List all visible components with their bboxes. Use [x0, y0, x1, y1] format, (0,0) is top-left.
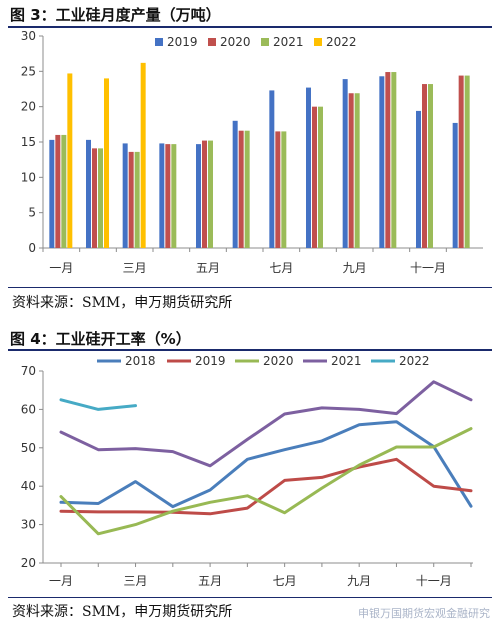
figure1-source: 资料来源：SMM，申万期货研究所 [12, 295, 233, 311]
bar-2020-7 [275, 131, 281, 248]
line-series-2020 [59, 427, 473, 536]
bar-2022-3 [140, 62, 146, 248]
bar-2019-3 [122, 143, 128, 248]
y-tick-label: 25 [21, 64, 36, 78]
x-tick-label: 七月 [273, 574, 297, 588]
figure2-source: 资料来源：SMM，申万期货研究所 [12, 604, 233, 620]
line-series-2018 [59, 420, 473, 509]
bar-2019-7 [269, 90, 275, 248]
line-series-2021 [59, 380, 473, 468]
bar-2021-12 [464, 75, 470, 248]
bar-2022-1 [67, 73, 73, 248]
line-series-2022 [59, 398, 137, 411]
x-tick-label: 一月 [49, 574, 73, 588]
legend-label-2022: 2022 [399, 354, 430, 368]
y-tick-label: 30 [21, 518, 36, 532]
legend-label-2019: 2019 [167, 35, 198, 49]
legend-swatch-2019 [155, 38, 163, 46]
x-tick-label: 九月 [343, 261, 367, 275]
bar-2019-8 [306, 87, 311, 248]
line-series-2019 [59, 457, 473, 516]
bar-2019-12 [452, 122, 458, 248]
y-tick-label: 40 [21, 479, 36, 493]
bar-2020-5 [202, 140, 207, 248]
bar-2020-9 [348, 93, 354, 249]
x-tick-label: 七月 [269, 261, 293, 275]
legend-label-2021: 2021 [331, 354, 362, 368]
bar-2019-9 [342, 79, 348, 249]
legend-swatch-2020 [208, 38, 216, 46]
figure1-title-rule [8, 26, 492, 28]
bar-2021-4 [171, 144, 177, 248]
legend-label-2019: 2019 [195, 354, 226, 368]
y-tick-label: 50 [21, 441, 36, 455]
y-tick-label: 20 [21, 100, 36, 114]
bar-2019-6 [232, 120, 238, 248]
figure2-title-rule [8, 349, 492, 351]
bar-2021-3 [134, 151, 140, 248]
bar-2021-2 [98, 148, 103, 248]
bar-2021-8 [318, 106, 323, 249]
bar-2020-4 [165, 144, 171, 248]
bar-2020-12 [458, 75, 464, 248]
bar-2021-11 [428, 84, 433, 248]
y-tick-label: 15 [21, 135, 36, 149]
figure1-title: 图 3：工业硅月度产量（万吨） [10, 6, 221, 24]
y-tick-label: 20 [21, 556, 36, 570]
y-tick-label: 30 [21, 29, 36, 43]
x-tick-label: 五月 [196, 261, 220, 275]
bar-2021-6 [244, 130, 250, 248]
x-tick-label: 十一月 [410, 261, 446, 275]
bar-2019-2 [86, 139, 91, 248]
x-tick-label: 九月 [347, 574, 371, 588]
y-tick-label: 10 [21, 170, 36, 184]
bar-2020-3 [128, 151, 134, 248]
bar-2021-10 [391, 72, 397, 248]
legend-label-2018: 2018 [125, 354, 156, 368]
bar-2019-4 [159, 143, 165, 248]
y-tick-label: 70 [21, 364, 36, 378]
bar-2020-6 [238, 130, 244, 248]
x-tick-label: 一月 [49, 261, 73, 275]
y-tick-label: 0 [28, 241, 36, 255]
y-tick-label: 5 [28, 206, 36, 220]
legend-swatch-2021 [261, 38, 269, 46]
legend-label-2020: 2020 [263, 354, 294, 368]
figure2-bottom-rule [8, 597, 492, 598]
bar-2021-5 [208, 140, 213, 248]
x-tick-label: 十一月 [416, 574, 452, 588]
bar-2020-1 [55, 134, 61, 248]
bar-2020-8 [312, 106, 317, 249]
watermark: 申银万国期货宏观金融研究 [358, 607, 490, 620]
x-tick-label: 三月 [124, 574, 148, 588]
operating-rate-line-chart: 20 30 40 50 60 70 一月 三月 五月 七月 九月 十一月 2018 2019 2020 202… [21, 354, 473, 588]
bar-2021-9 [354, 93, 360, 249]
bar-2020-2 [92, 148, 97, 248]
figure1-bottom-rule [8, 287, 492, 288]
x-tick-label: 三月 [123, 261, 147, 275]
x-tick-label: 五月 [198, 574, 222, 588]
bar-2022-2 [104, 78, 109, 249]
figure2-title: 图 4：工业硅开工率（%） [10, 330, 191, 348]
bar-2021-7 [281, 131, 287, 248]
bar-2020-10 [385, 72, 391, 248]
bar-2020-11 [422, 84, 427, 248]
bar-2019-5 [196, 144, 201, 248]
bar-2019-1 [49, 139, 55, 248]
y-tick-label: 60 [21, 402, 36, 416]
production-bar-chart: 0 5 10 15 20 25 30 一月 三月 五月 七月 九月 十一月 2019 2020 2021 202… [21, 29, 483, 275]
legend-swatch-2022 [314, 38, 322, 46]
legend-label-2022: 2022 [326, 35, 357, 49]
legend-label-2021: 2021 [273, 35, 304, 49]
bar-2021-1 [61, 134, 67, 248]
bar-2019-11 [416, 110, 421, 248]
bar-2019-10 [379, 76, 385, 248]
legend-label-2020: 2020 [220, 35, 251, 49]
